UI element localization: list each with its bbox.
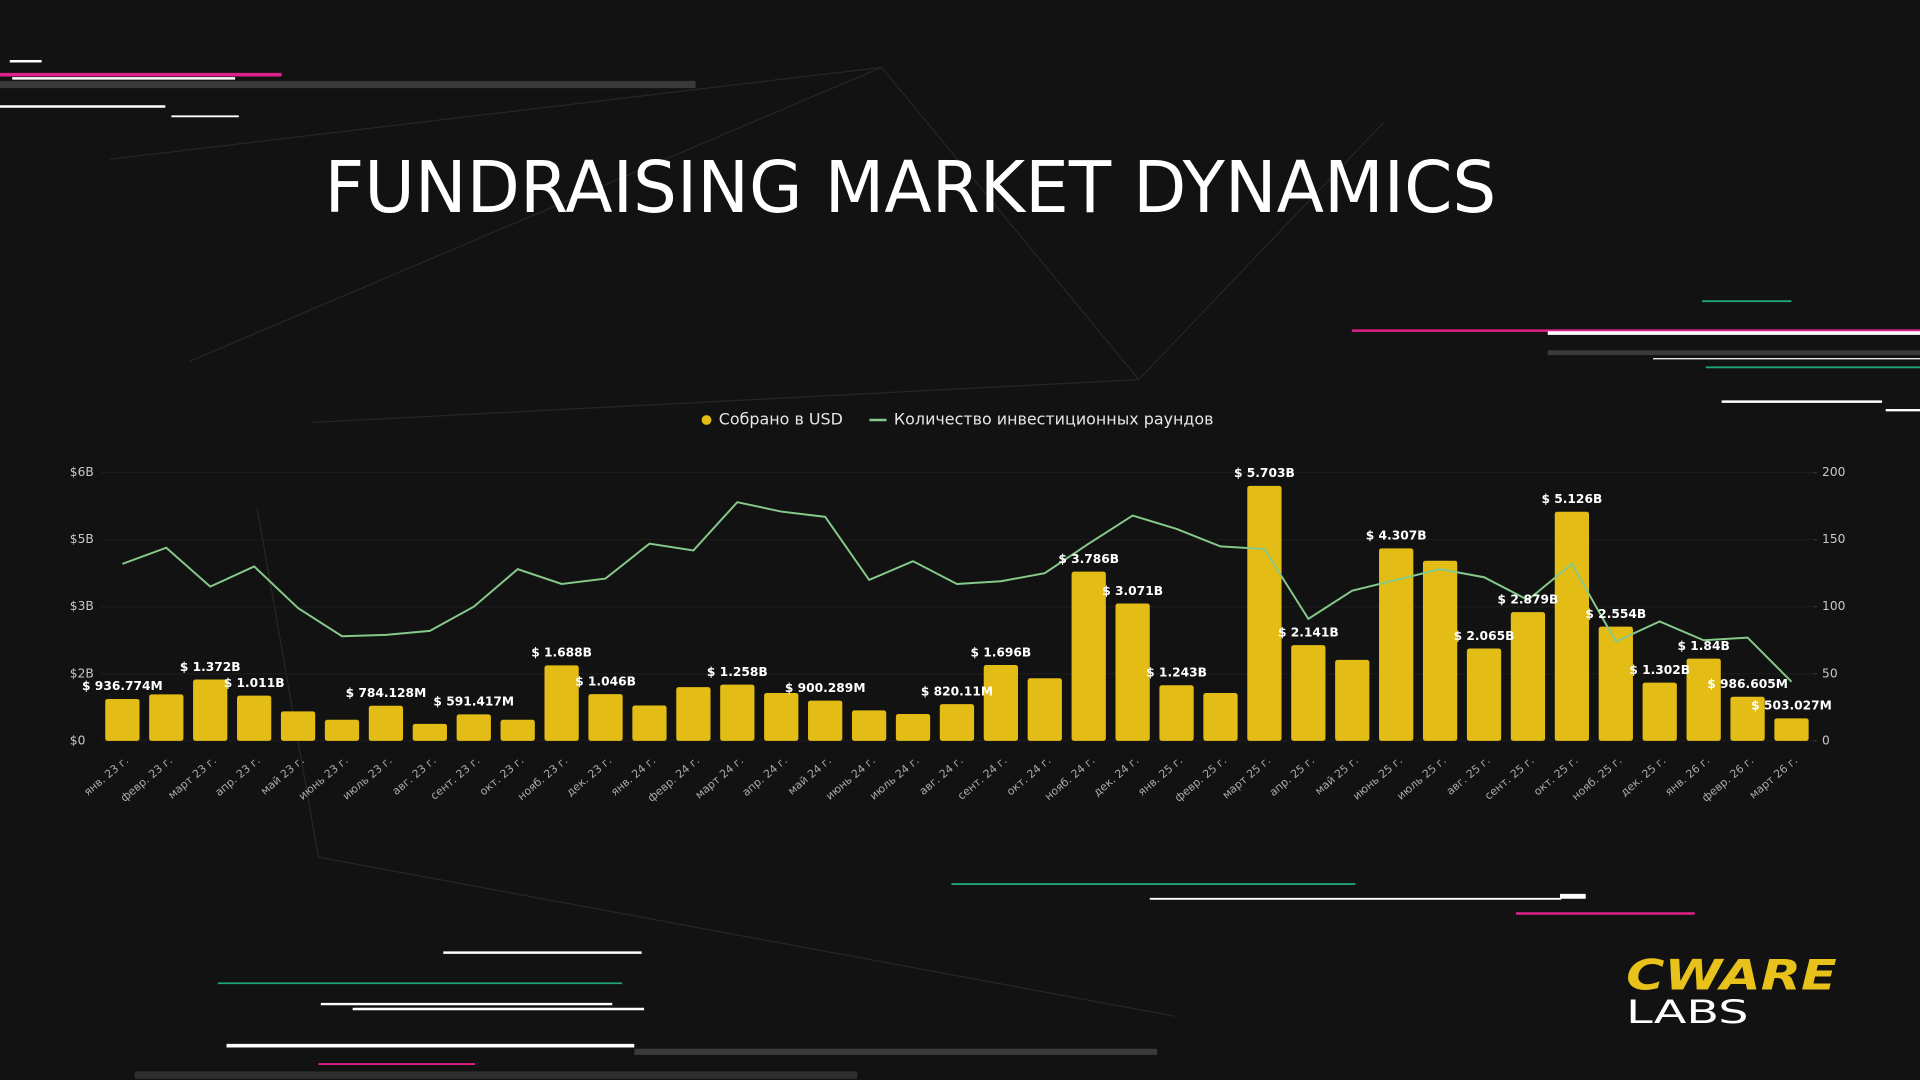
value-label: $ 784.128M: [346, 686, 427, 700]
value-label: $ 4.307B: [1366, 529, 1427, 543]
bar: [500, 719, 535, 741]
y-tick-label: $0: [70, 733, 86, 747]
bar: [1422, 560, 1458, 741]
y-tick-label: $3B: [70, 599, 94, 613]
bar: [280, 711, 316, 741]
value-label: $ 900.289M: [785, 681, 866, 695]
bar: [1071, 571, 1106, 741]
bar: [1291, 645, 1326, 741]
bar: [1466, 648, 1502, 741]
value-label: $ 5.126B: [1541, 492, 1602, 506]
bar: [1335, 659, 1370, 741]
y2-tick-label: 200: [1822, 465, 1845, 479]
logo-bottom: LABS: [1626, 993, 1748, 1031]
bar: [1730, 696, 1765, 741]
value-label: $ 1.243B: [1146, 666, 1207, 680]
bar: [895, 714, 931, 741]
value-label: $ 1.84B: [1678, 639, 1730, 653]
bar: [720, 684, 755, 741]
value-label: $ 1.688B: [531, 646, 592, 660]
value-label: $ 2.141B: [1278, 625, 1339, 639]
bar: [851, 710, 887, 741]
bar: [632, 705, 667, 741]
bar: [1642, 682, 1677, 741]
logo-top: CWARE: [1626, 950, 1837, 999]
value-label: $ 5.703B: [1234, 466, 1295, 480]
bar: [1598, 626, 1633, 741]
value-label: $ 3.071B: [1102, 584, 1163, 598]
bar: [1686, 658, 1721, 741]
bar: [1247, 485, 1282, 741]
bar: [1554, 511, 1590, 741]
value-label: $ 2.554B: [1585, 607, 1646, 621]
bar: [1510, 612, 1546, 741]
bar: [1115, 603, 1150, 741]
y-tick-label: $5B: [70, 532, 94, 546]
value-label: $ 1.372B: [180, 660, 241, 674]
bar: [237, 695, 272, 741]
legend: Собрано в USD Количество инвестиционных р…: [701, 410, 1214, 429]
bar: [1379, 548, 1414, 741]
bar: [193, 679, 228, 741]
value-label: $ 1.011B: [224, 676, 285, 690]
bar: [764, 692, 799, 741]
y2-tick-label: 50: [1822, 666, 1838, 680]
legend-label: Собрано в USD: [719, 410, 843, 429]
bar: [368, 705, 404, 741]
slide-title: FUNDRAISING MARKET DYNAMICS: [324, 146, 1496, 229]
bar: [1027, 678, 1062, 741]
bar: [324, 719, 360, 741]
bar: [456, 714, 491, 741]
value-label: $ 2.065B: [1454, 629, 1515, 643]
value-label: $ 1.046B: [575, 674, 636, 688]
bar: [1774, 718, 1809, 741]
value-label: $ 986.605M: [1707, 677, 1788, 691]
y2-tick-label: 100: [1822, 599, 1845, 613]
bar: [412, 723, 447, 741]
bar: [105, 698, 140, 741]
bar: [983, 665, 1018, 741]
legend-swatch: [701, 415, 712, 425]
y2-tick-label: 0: [1822, 733, 1830, 747]
value-label: $ 820.11M: [921, 684, 993, 698]
bar: [149, 694, 184, 741]
bar: [1203, 692, 1238, 741]
bar: [808, 700, 843, 741]
bar: [1159, 685, 1194, 741]
y-tick-label: $6B: [70, 465, 94, 479]
bar: [588, 694, 623, 741]
value-label: $ 2.879B: [1498, 592, 1559, 606]
y-tick-label: $2B: [70, 666, 94, 680]
value-label: $ 503.027M: [1751, 699, 1832, 713]
network-decoration: [110, 66, 1385, 1017]
value-label: $ 936.774M: [82, 679, 163, 693]
bar: [939, 704, 975, 741]
value-label: $ 1.302B: [1629, 663, 1690, 677]
bar: [676, 687, 711, 741]
bar: [544, 665, 579, 741]
value-label: $ 3.786B: [1058, 552, 1119, 566]
value-label: $ 591.417M: [433, 695, 514, 709]
line-series: [121, 501, 1793, 683]
glitch-lines: [0, 60, 1920, 1079]
y2-tick-label: 150: [1822, 532, 1845, 546]
value-label: $ 1.696B: [970, 645, 1031, 659]
value-label: $ 1.258B: [707, 665, 768, 679]
legend-label: Количество инвестиционных раундов: [894, 410, 1214, 429]
